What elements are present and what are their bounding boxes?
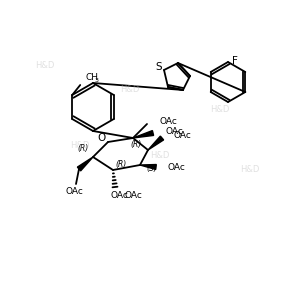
Text: H&D: H&D [70, 140, 90, 149]
Text: H&D: H&D [150, 151, 170, 160]
Polygon shape [133, 130, 154, 138]
Text: OAc: OAc [110, 191, 128, 200]
Text: OAc: OAc [174, 131, 192, 140]
Text: OAc: OAc [165, 128, 183, 136]
Text: CH: CH [85, 73, 98, 82]
Text: S: S [156, 62, 162, 72]
Text: OAc: OAc [124, 191, 142, 200]
Text: 3: 3 [94, 79, 98, 83]
Text: H&D: H&D [210, 106, 230, 115]
Text: O: O [97, 133, 105, 143]
Text: (R): (R) [116, 160, 127, 169]
Text: (R): (R) [130, 140, 142, 148]
Polygon shape [140, 164, 156, 169]
Text: OAc: OAc [168, 163, 186, 172]
Text: F: F [232, 56, 238, 66]
Text: (R): (R) [77, 145, 88, 154]
Text: (S): (S) [147, 164, 158, 173]
Text: H&D: H&D [120, 85, 140, 94]
Text: H&D: H&D [240, 166, 260, 175]
Text: H&D: H&D [35, 61, 55, 70]
Text: OAc: OAc [159, 116, 177, 125]
Polygon shape [77, 157, 93, 171]
Text: OAc: OAc [65, 188, 83, 196]
Polygon shape [148, 136, 164, 150]
